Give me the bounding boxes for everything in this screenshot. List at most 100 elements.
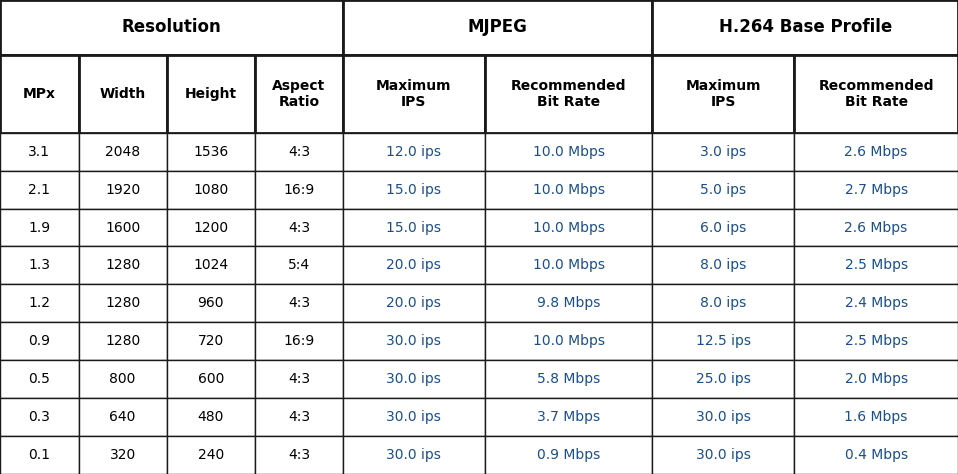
- Text: 5.0 ips: 5.0 ips: [700, 182, 746, 197]
- Text: 2.5 Mbps: 2.5 Mbps: [845, 334, 907, 348]
- Text: 800: 800: [109, 372, 136, 386]
- Text: 6.0 ips: 6.0 ips: [700, 220, 746, 235]
- Text: Maximum
IPS: Maximum IPS: [686, 79, 761, 109]
- Text: 4:3: 4:3: [287, 145, 310, 159]
- Text: 20.0 ips: 20.0 ips: [386, 296, 442, 310]
- Bar: [794, 322, 958, 360]
- Text: 720: 720: [197, 334, 224, 348]
- Bar: [167, 436, 255, 474]
- Text: 30.0 ips: 30.0 ips: [386, 372, 442, 386]
- Text: 12.5 ips: 12.5 ips: [696, 334, 751, 348]
- Bar: [794, 171, 958, 209]
- Text: 4:3: 4:3: [287, 448, 310, 462]
- Bar: [0, 55, 79, 133]
- Bar: [79, 398, 167, 436]
- Bar: [652, 55, 794, 133]
- Text: 2.1: 2.1: [29, 182, 50, 197]
- Bar: [167, 246, 255, 284]
- Text: 10.0 Mbps: 10.0 Mbps: [533, 182, 604, 197]
- Bar: [79, 246, 167, 284]
- Bar: [485, 398, 652, 436]
- Bar: [0, 133, 79, 171]
- Bar: [0, 171, 79, 209]
- Text: 12.0 ips: 12.0 ips: [386, 145, 442, 159]
- Text: 8.0 ips: 8.0 ips: [700, 258, 746, 273]
- Text: 15.0 ips: 15.0 ips: [386, 182, 442, 197]
- Text: 1200: 1200: [194, 220, 228, 235]
- Text: 1600: 1600: [105, 220, 140, 235]
- Text: 16:9: 16:9: [284, 334, 314, 348]
- Bar: [343, 322, 485, 360]
- Bar: [255, 55, 343, 133]
- Text: 8.0 ips: 8.0 ips: [700, 296, 746, 310]
- Text: 1080: 1080: [194, 182, 228, 197]
- Bar: [485, 246, 652, 284]
- Bar: [167, 133, 255, 171]
- Text: 10.0 Mbps: 10.0 Mbps: [533, 145, 604, 159]
- Bar: [255, 322, 343, 360]
- Bar: [485, 209, 652, 246]
- Bar: [79, 171, 167, 209]
- Bar: [0, 436, 79, 474]
- Text: Maximum
IPS: Maximum IPS: [376, 79, 451, 109]
- Bar: [794, 55, 958, 133]
- Text: 15.0 ips: 15.0 ips: [386, 220, 442, 235]
- Bar: [794, 398, 958, 436]
- Text: Recommended
Bit Rate: Recommended Bit Rate: [511, 79, 627, 109]
- Bar: [343, 209, 485, 246]
- Bar: [0, 209, 79, 246]
- Bar: [167, 322, 255, 360]
- Bar: [652, 360, 794, 398]
- Bar: [0, 398, 79, 436]
- Text: 4:3: 4:3: [287, 296, 310, 310]
- Text: 1536: 1536: [194, 145, 228, 159]
- Bar: [343, 436, 485, 474]
- Text: 3.0 ips: 3.0 ips: [700, 145, 746, 159]
- Text: 4:3: 4:3: [287, 372, 310, 386]
- Text: 4:3: 4:3: [287, 220, 310, 235]
- Bar: [794, 436, 958, 474]
- Text: 0.9 Mbps: 0.9 Mbps: [536, 448, 601, 462]
- Text: Recommended
Bit Rate: Recommended Bit Rate: [818, 79, 934, 109]
- Text: Height: Height: [185, 87, 237, 100]
- Text: 240: 240: [197, 448, 224, 462]
- Bar: [652, 133, 794, 171]
- Bar: [652, 436, 794, 474]
- Text: 2.6 Mbps: 2.6 Mbps: [844, 220, 908, 235]
- Text: 1.3: 1.3: [29, 258, 50, 273]
- Bar: [167, 398, 255, 436]
- Text: Aspect
Ratio: Aspect Ratio: [272, 79, 326, 109]
- Bar: [255, 398, 343, 436]
- Bar: [794, 246, 958, 284]
- Text: 1.6 Mbps: 1.6 Mbps: [844, 410, 908, 424]
- Bar: [794, 209, 958, 246]
- Bar: [0, 0, 343, 55]
- Bar: [343, 0, 652, 55]
- Bar: [0, 360, 79, 398]
- Text: MPx: MPx: [23, 87, 56, 100]
- Bar: [485, 171, 652, 209]
- Text: Width: Width: [100, 87, 146, 100]
- Bar: [652, 284, 794, 322]
- Bar: [343, 284, 485, 322]
- Text: 2.6 Mbps: 2.6 Mbps: [844, 145, 908, 159]
- Bar: [794, 133, 958, 171]
- Bar: [652, 171, 794, 209]
- Text: 640: 640: [109, 410, 136, 424]
- Bar: [343, 246, 485, 284]
- Bar: [652, 209, 794, 246]
- Bar: [0, 284, 79, 322]
- Bar: [79, 55, 167, 133]
- Bar: [167, 360, 255, 398]
- Bar: [485, 436, 652, 474]
- Bar: [79, 436, 167, 474]
- Text: 3.7 Mbps: 3.7 Mbps: [537, 410, 600, 424]
- Bar: [255, 436, 343, 474]
- Text: 1024: 1024: [194, 258, 228, 273]
- Text: 16:9: 16:9: [284, 182, 314, 197]
- Text: 0.4 Mbps: 0.4 Mbps: [845, 448, 907, 462]
- Text: 30.0 ips: 30.0 ips: [696, 410, 751, 424]
- Text: 0.1: 0.1: [29, 448, 50, 462]
- Bar: [0, 322, 79, 360]
- Text: 2.5 Mbps: 2.5 Mbps: [845, 258, 907, 273]
